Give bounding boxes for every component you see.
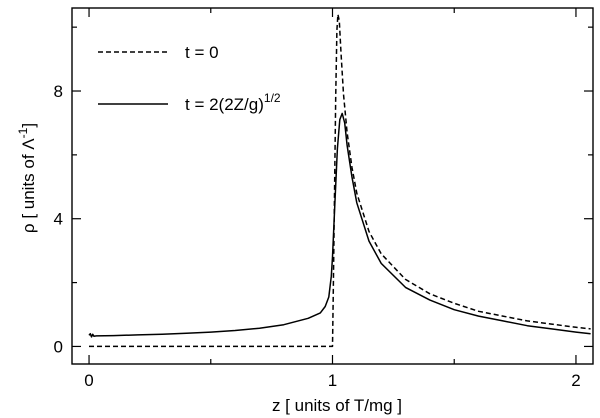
x-tick-label: 0 (84, 371, 93, 390)
y-axis-label: ρ [ units of Λ-1] (16, 123, 38, 233)
tick-labels: 0 1 2 0 4 8 (54, 82, 581, 390)
x-tick-label: 2 (571, 371, 580, 390)
legend-label-t0: t = 0 (185, 43, 219, 62)
legend: t = 0 t = 2(2Z/g)1/2 (98, 43, 281, 114)
legend-label-t-later-sup: 1/2 (264, 91, 281, 105)
x-tick-label: 1 (328, 371, 337, 390)
axis-ticks (72, 8, 593, 364)
series-line-t0 (89, 13, 591, 348)
series-layer (88, 13, 591, 348)
y-tick-label: 4 (54, 210, 63, 229)
y-axis-label-sup: -1 (16, 127, 30, 138)
legend-label-t-later-main: t = 2(2Z/g) (185, 95, 264, 114)
plot-frame (71, 7, 594, 365)
y-axis-label-close: ] (19, 123, 38, 128)
y-tick-label: 8 (54, 82, 63, 101)
legend-label-t-later: t = 2(2Z/g)1/2 (185, 91, 281, 114)
legend-item-t0: t = 0 (98, 43, 219, 62)
y-axis-label-main: ρ [ units of Λ (19, 138, 38, 233)
x-axis-label: z [ units of T/mg ] (272, 396, 402, 415)
y-tick-label: 0 (54, 337, 63, 356)
plot-area (71, 7, 594, 365)
series-line-t-later (88, 112, 591, 338)
legend-item-t-later: t = 2(2Z/g)1/2 (98, 91, 281, 114)
